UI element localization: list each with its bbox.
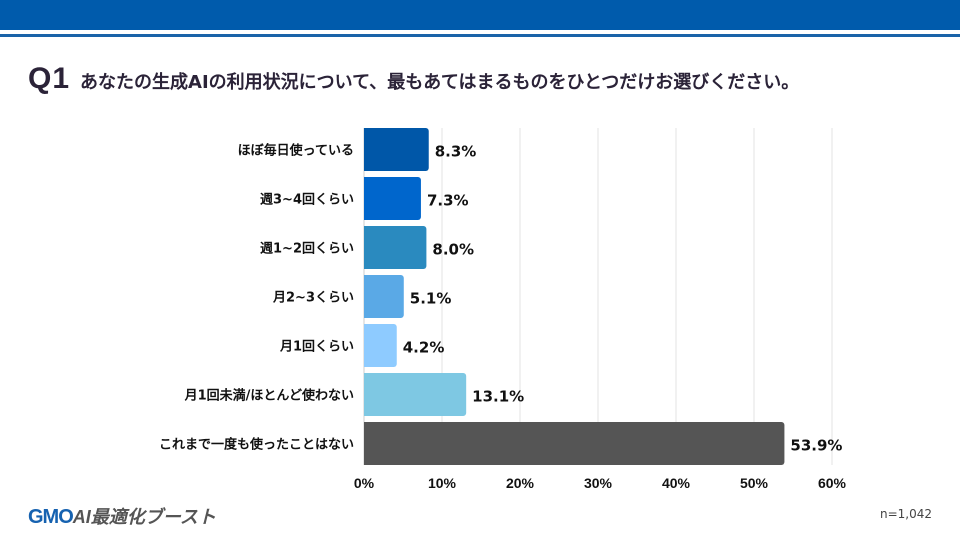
category-label: 月1回くらい (279, 340, 354, 355)
value-label: 53.9% (790, 437, 842, 455)
question-text: あなたの生成AIの利用状況について、最もあてはまるものをひとつだけお選びください… (80, 72, 800, 93)
value-label: 13.1% (472, 388, 524, 406)
x-tick-label: 10% (428, 475, 457, 491)
x-tick-label: 30% (584, 475, 613, 491)
question-title: Q1 あなたの生成AIの利用状況について、最もあてはまるものをひとつだけお選びく… (28, 62, 799, 96)
value-label: 5.1% (410, 290, 452, 308)
x-tick-label: 20% (506, 475, 535, 491)
category-label: ほぼ毎日使っている (238, 143, 354, 159)
category-label: 月2~3くらい (272, 291, 354, 306)
x-tick-label: 60% (818, 475, 847, 491)
category-label: 週1~2回くらい (260, 242, 354, 257)
category-label: 週3~4回くらい (260, 193, 354, 208)
value-label: 7.3% (427, 192, 469, 210)
category-label: これまで一度も使ったことはない (159, 437, 354, 453)
logo-gmo: GMO (28, 506, 74, 528)
brand-logo: GMOAI最適化ブースト (28, 503, 216, 529)
bar (364, 324, 397, 367)
value-label: 4.2% (403, 339, 445, 357)
bar (364, 226, 427, 269)
value-label: 8.0% (432, 241, 474, 259)
header-bar (0, 0, 960, 30)
logo-text: AI最適化ブースト (72, 507, 216, 527)
category-label: 月1回未満/ほとんど使わない (184, 388, 354, 404)
bar (364, 177, 421, 220)
x-tick-label: 40% (662, 475, 691, 491)
bar (364, 422, 785, 465)
question-number: Q1 (28, 62, 71, 95)
sample-size: n=1,042 (879, 507, 932, 521)
bar (364, 128, 429, 171)
header-divider (0, 34, 960, 37)
x-tick-label: 0% (354, 475, 375, 491)
bar (364, 275, 404, 318)
value-label: 8.3% (435, 143, 477, 161)
bar (364, 373, 467, 416)
x-tick-label: 50% (740, 475, 769, 491)
